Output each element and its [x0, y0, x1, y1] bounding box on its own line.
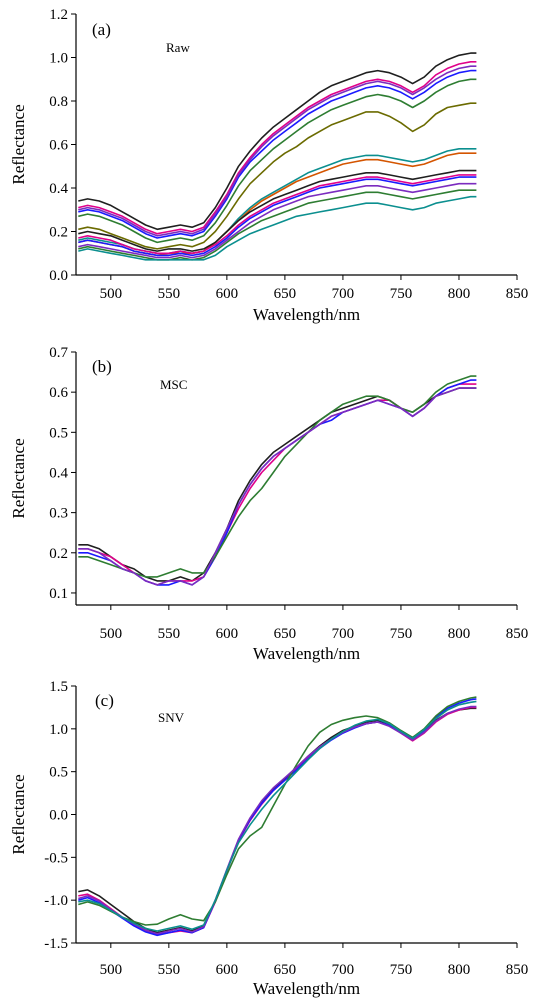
series-line-2 [78, 61, 477, 235]
panel-label: (c) [95, 691, 114, 710]
panel-c: -1.5 -1.0 -0.5 0.0 0.5 1.0 1.5 500 550 600 650 700 7… [9, 679, 528, 998]
x-tick-label: 850 [506, 962, 529, 978]
x-tick-label: 750 [390, 626, 413, 642]
x-tick-label: 550 [158, 626, 181, 642]
y-tick-label: 1.0 [49, 51, 68, 67]
x-axis-title: Wavelength/nm [253, 305, 360, 324]
method-label: Raw [166, 40, 190, 55]
series-line-10 [78, 174, 477, 255]
x-tick-label: 650 [274, 286, 297, 302]
y-tick-label: 0.4 [49, 181, 68, 197]
panel-b: 0.1 0.2 0.3 0.4 0.5 0.6 0.7 500 550 600 650 700 750 8… [9, 345, 528, 663]
y-tick-label: -0.5 [44, 850, 68, 866]
y-tick-label: 0.3 [49, 506, 68, 522]
x-tick-label: 750 [390, 286, 413, 302]
x-tick-label: 600 [216, 962, 239, 978]
series-line-11 [78, 176, 477, 257]
series-line-14 [78, 195, 477, 261]
series-line-4 [78, 65, 477, 237]
series-line-5 [78, 78, 477, 244]
x-tick-label: 700 [332, 962, 355, 978]
y-tick-label: 1.0 [49, 722, 68, 738]
x-tick-label: 500 [100, 286, 123, 302]
series-line-3 [78, 69, 477, 239]
x-tick-label: 800 [448, 626, 471, 642]
series-line-5 [78, 705, 477, 935]
method-label: SNV [158, 710, 185, 725]
panel-label: (a) [92, 20, 111, 39]
series-line-6 [78, 700, 477, 932]
x-tick-label: 750 [390, 962, 413, 978]
x-tick-label: 850 [506, 286, 529, 302]
x-tick-label: 700 [332, 286, 355, 302]
y-tick-label: 0.0 [49, 268, 68, 284]
panel-a: 0.0 0.2 0.4 0.6 0.8 1.0 1.2 500 550 600 650 700 750 8… [9, 7, 528, 324]
x-tick-label: 550 [158, 286, 181, 302]
x-tick-label: 850 [506, 626, 529, 642]
y-axis-title: Reflectance [9, 774, 28, 854]
x-tick-label: 700 [332, 626, 355, 642]
y-tick-label: 1.5 [49, 679, 68, 695]
y-tick-label: 0.1 [49, 586, 68, 602]
y-tick-label: 0.7 [49, 345, 68, 361]
series-line-4 [78, 375, 477, 578]
y-tick-label: 0.0 [49, 808, 68, 824]
method-label: MSC [160, 377, 187, 392]
x-axis-title: Wavelength/nm [253, 979, 360, 998]
series-line-1 [78, 387, 477, 582]
x-tick-label: 500 [100, 962, 123, 978]
x-tick-label: 650 [274, 626, 297, 642]
series-line-4 [78, 696, 477, 926]
y-tick-label: 0.6 [49, 385, 68, 401]
series-line-3 [78, 379, 477, 586]
y-tick-label: -1.0 [44, 893, 68, 909]
y-axis-title: Reflectance [9, 104, 28, 184]
x-tick-label: 500 [100, 626, 123, 642]
series-line-12 [78, 182, 477, 259]
y-tick-label: 1.2 [49, 7, 68, 23]
x-tick-label: 550 [158, 962, 181, 978]
x-tick-label: 600 [216, 626, 239, 642]
y-tick-label: 0.8 [49, 94, 68, 110]
y-tick-label: 0.5 [49, 765, 68, 781]
series-line-9 [78, 169, 477, 252]
y-tick-label: -1.5 [44, 936, 68, 952]
y-axis-title: Reflectance [9, 438, 28, 518]
series-line-1 [78, 707, 477, 934]
series-line-5 [78, 387, 477, 586]
y-tick-label: 0.5 [49, 425, 68, 441]
series-line-1 [78, 52, 477, 231]
series-line-13 [78, 189, 477, 261]
y-tick-label: 0.2 [49, 546, 68, 562]
y-tick-label: 0.6 [49, 138, 68, 154]
panel-label: (b) [92, 357, 112, 376]
x-tick-label: 650 [274, 962, 297, 978]
x-tick-label: 800 [448, 286, 471, 302]
series-line-6 [78, 102, 477, 250]
y-tick-label: 0.2 [49, 225, 68, 241]
x-axis-title: Wavelength/nm [253, 644, 360, 663]
x-tick-label: 800 [448, 962, 471, 978]
y-tick-label: 0.4 [49, 465, 68, 481]
x-tick-label: 600 [216, 286, 239, 302]
series-line-2 [78, 706, 477, 936]
